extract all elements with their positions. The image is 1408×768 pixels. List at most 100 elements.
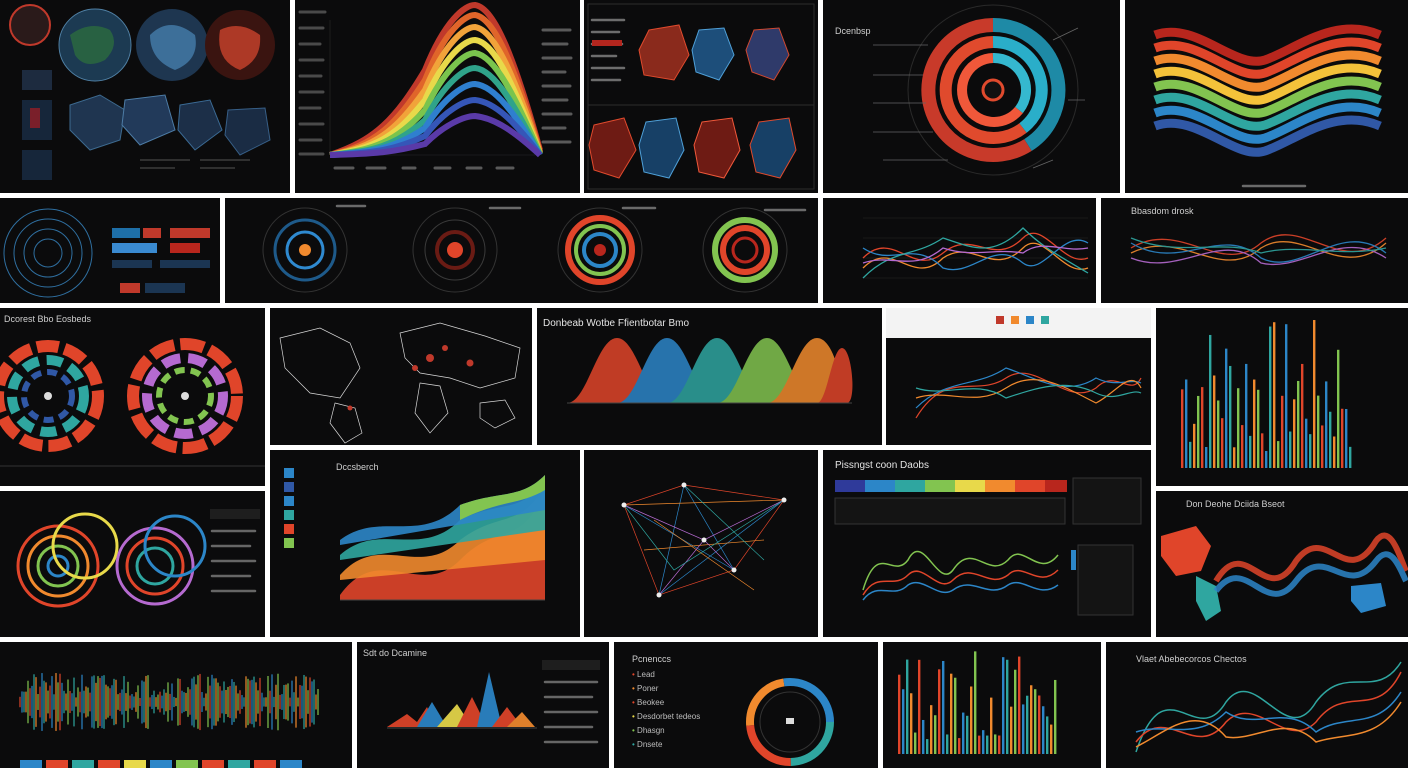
bar bbox=[1277, 441, 1280, 468]
bar bbox=[902, 689, 905, 754]
bar bbox=[1273, 322, 1276, 468]
legend-item: • Lead bbox=[632, 670, 655, 679]
gauge-viz bbox=[746, 678, 834, 766]
sunburst-viz bbox=[873, 4, 1085, 176]
bar bbox=[1337, 349, 1340, 468]
bar bbox=[974, 651, 977, 754]
bar bbox=[910, 693, 913, 754]
bars-2-viz bbox=[898, 651, 1057, 754]
legend-item: • Beokee bbox=[632, 698, 665, 707]
spheres-viz bbox=[16, 509, 260, 608]
peak-areas bbox=[387, 672, 535, 727]
bar bbox=[958, 738, 961, 754]
radial-chart bbox=[127, 338, 243, 454]
lines-viz bbox=[862, 217, 1089, 279]
bar bbox=[978, 735, 981, 754]
bar bbox=[1014, 669, 1017, 754]
bar bbox=[1002, 657, 1005, 754]
label-lines bbox=[140, 159, 250, 169]
gauge-legend: • Lead • Poner • Beokee • Desdorbet tede… bbox=[632, 670, 742, 754]
tile-peaks: Sdt do Dcamine bbox=[357, 642, 609, 768]
peaks-title: Sdt do Dcamine bbox=[363, 648, 428, 658]
bar-series bbox=[1181, 320, 1352, 468]
bar bbox=[1329, 411, 1332, 468]
tile-stacked-area: Dccsberch bbox=[270, 450, 580, 637]
bar bbox=[1225, 348, 1228, 468]
bar bbox=[1034, 689, 1037, 754]
bar bbox=[914, 732, 917, 754]
bar bbox=[1233, 447, 1236, 468]
color-bar bbox=[835, 480, 1067, 492]
rings-row-viz bbox=[262, 204, 807, 293]
stacked-area-title: Dccsberch bbox=[336, 462, 379, 472]
tile-bars-2 bbox=[883, 642, 1101, 768]
list-panel bbox=[590, 18, 626, 82]
side-list bbox=[284, 468, 294, 548]
landmass bbox=[1196, 576, 1221, 621]
bar bbox=[1301, 363, 1304, 468]
sphere-graphic bbox=[115, 514, 207, 606]
bar bbox=[1189, 441, 1192, 468]
tile-map-wave: Don Deohe Dciida Bseot bbox=[1156, 491, 1408, 637]
bar bbox=[1217, 400, 1220, 468]
bar bbox=[1213, 375, 1216, 468]
bar bbox=[922, 719, 925, 754]
dashboard-title: Pissngst coon Daobs bbox=[835, 460, 929, 471]
bar bbox=[1345, 408, 1348, 468]
sidebar-panels bbox=[22, 70, 52, 180]
bar bbox=[1042, 706, 1045, 754]
sphere-graphic bbox=[16, 512, 119, 608]
bar bbox=[930, 705, 933, 754]
tile-bars bbox=[1156, 308, 1408, 486]
radials-viz bbox=[0, 338, 265, 467]
bar bbox=[1249, 435, 1252, 468]
bar bbox=[1321, 425, 1324, 468]
spectrum-lines bbox=[19, 673, 319, 731]
tile-spheres bbox=[0, 491, 265, 637]
legend-item: • Dnsete bbox=[632, 740, 663, 749]
stacked-area-layers bbox=[340, 475, 545, 600]
globe-graphic bbox=[58, 8, 132, 82]
bar bbox=[1197, 395, 1200, 468]
bells-viz bbox=[567, 338, 853, 404]
bar bbox=[1030, 685, 1033, 754]
ribbons-title: Bbasdom drosk bbox=[1131, 206, 1194, 216]
maps-viz bbox=[9, 4, 275, 180]
bar-series bbox=[898, 651, 1057, 754]
bar bbox=[990, 697, 993, 754]
bar bbox=[1281, 395, 1284, 468]
tile-network-grid bbox=[584, 0, 818, 193]
bar bbox=[998, 735, 1001, 754]
bar bbox=[1349, 446, 1352, 468]
tile-stream bbox=[295, 0, 580, 193]
map-wave-viz bbox=[1161, 526, 1408, 621]
bar bbox=[942, 660, 945, 754]
tile-radials: Dcorest Bbo Eosbeds bbox=[0, 308, 265, 486]
ribbons-viz bbox=[1130, 234, 1387, 266]
bar bbox=[954, 677, 957, 754]
bar bbox=[1010, 706, 1013, 754]
bar bbox=[1022, 704, 1025, 754]
bar bbox=[1018, 656, 1021, 754]
leader-lines bbox=[873, 27, 1085, 169]
bar bbox=[1317, 395, 1320, 468]
tile-bells: Donbeab Wotbe Ffientbotar Bmo bbox=[537, 308, 882, 445]
rings-panel-viz bbox=[3, 208, 210, 298]
bar bbox=[1245, 363, 1248, 468]
bar bbox=[1221, 418, 1224, 468]
bar bbox=[946, 734, 949, 754]
info-card bbox=[1072, 477, 1142, 525]
gauge-ring bbox=[746, 678, 834, 766]
bar bbox=[1237, 388, 1240, 468]
bar bbox=[1185, 379, 1188, 468]
bar bbox=[1289, 431, 1292, 468]
tile-ribbons: Bbasdom drosk bbox=[1101, 198, 1408, 303]
bar bbox=[934, 715, 937, 754]
globe-graphic bbox=[136, 9, 208, 81]
network-viz bbox=[621, 482, 787, 598]
network-grid-viz bbox=[587, 3, 815, 190]
color-footer bbox=[20, 760, 302, 768]
tile-lines bbox=[823, 198, 1096, 303]
curves-viz bbox=[1135, 661, 1402, 753]
radial-chart bbox=[0, 340, 104, 452]
